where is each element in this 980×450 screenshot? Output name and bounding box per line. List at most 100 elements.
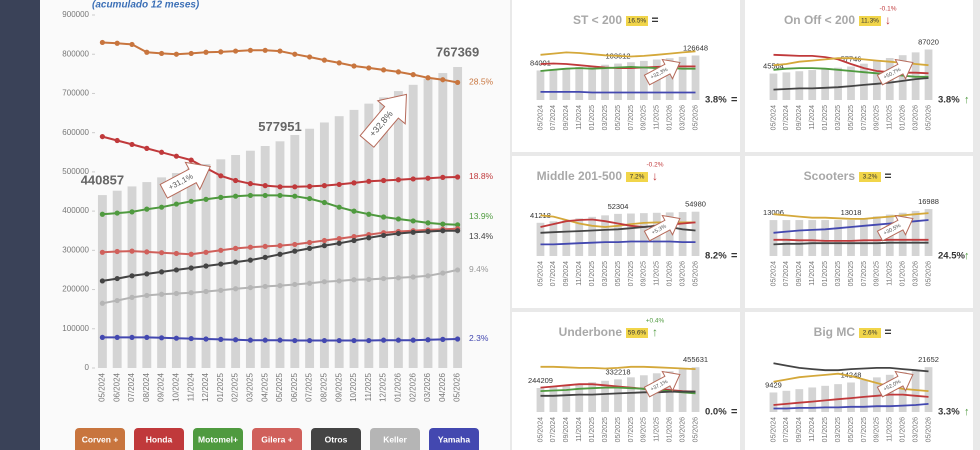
- bar-value-label: 52304: [608, 202, 629, 211]
- y-tick-label: 200000: [62, 285, 89, 294]
- x-tick-label: 05/2025: [848, 105, 855, 130]
- legend-label: Corven +: [82, 434, 119, 444]
- x-tick-label: 11/2024: [576, 261, 583, 286]
- share-badge: [859, 172, 881, 182]
- data-point: [247, 192, 253, 199]
- legend-button[interactable]: [193, 428, 243, 450]
- data-point: [188, 335, 194, 342]
- share-trend: =: [651, 13, 658, 27]
- data-point: [381, 232, 387, 239]
- bar: [678, 212, 687, 256]
- bar-value-label: 21652: [918, 355, 939, 364]
- x-tick-label: 09/2024: [796, 417, 803, 442]
- x-tick-label: 07/2024: [783, 417, 790, 442]
- share-change: +0.4%: [646, 318, 665, 325]
- end-label: 3.8%: [938, 95, 960, 106]
- data-point: [277, 192, 283, 199]
- data-point: [233, 48, 239, 54]
- bar-value-label: 54980: [685, 200, 706, 209]
- x-tick-label: 04/2026: [438, 372, 447, 401]
- bar: [627, 62, 635, 100]
- data-point: [203, 336, 209, 342]
- bar: [614, 379, 622, 412]
- share-badge: [626, 328, 648, 338]
- data-point: [173, 51, 179, 57]
- x-tick-label: 03/2025: [246, 372, 255, 401]
- growth-annotation: +30,5%: [876, 214, 914, 242]
- bar: [627, 377, 635, 412]
- data-point: [351, 237, 357, 244]
- data-point: [233, 286, 239, 292]
- share-badge: [626, 16, 648, 26]
- data-point: [129, 248, 135, 254]
- data-point: [262, 337, 268, 343]
- x-tick-label: 07/2024: [550, 261, 557, 286]
- end-trend: ↑: [964, 250, 970, 262]
- data-point: [129, 334, 135, 341]
- data-point: [203, 263, 209, 269]
- bar: [575, 67, 584, 100]
- bar: [924, 209, 933, 256]
- legend-button[interactable]: [75, 428, 125, 450]
- x-tick-label: 05/2024: [537, 417, 544, 442]
- series-line: [773, 372, 929, 392]
- growth-arrow: [876, 58, 914, 86]
- data-point: [129, 294, 135, 300]
- bar: [769, 73, 778, 100]
- data-point: [144, 271, 150, 277]
- end-label: 28.5%: [469, 77, 494, 87]
- data-point: [307, 183, 313, 190]
- x-tick-label: 11/2024: [809, 417, 816, 442]
- x-tick-label: 05/2024: [537, 105, 544, 130]
- growth-annotation: +32,8%: [359, 93, 407, 148]
- bar: [665, 212, 674, 256]
- panel-title: Middle 201-500: [537, 169, 623, 183]
- bar: [834, 384, 842, 412]
- data-point: [307, 280, 313, 286]
- legend-button[interactable]: [370, 428, 420, 450]
- bar: [872, 60, 881, 100]
- x-tick-label: 03/2025: [602, 261, 609, 286]
- data-point: [262, 192, 268, 199]
- legend-label: Otros: [325, 434, 348, 444]
- x-tick-label: 05/2026: [692, 261, 699, 286]
- bar: [911, 210, 920, 256]
- share-label: 16.5%: [628, 18, 647, 25]
- bar: [898, 372, 907, 412]
- data-point: [188, 50, 194, 57]
- x-tick-label: 05/2026: [925, 417, 932, 442]
- series-line: [773, 403, 929, 410]
- x-tick-label: 07/2024: [550, 105, 557, 130]
- x-tick-label: 11/2025: [654, 417, 661, 442]
- bar: [691, 55, 700, 100]
- bar: [821, 68, 830, 100]
- bar-value-label: 45564: [763, 62, 784, 71]
- data-point: [307, 239, 313, 246]
- bar: [872, 216, 881, 256]
- share-badge: [626, 172, 648, 182]
- y-tick-label: 600000: [62, 128, 89, 137]
- x-tick-label: 05/2025: [615, 105, 622, 130]
- legend-button[interactable]: [252, 428, 302, 450]
- y-tick-label: 800000: [62, 49, 89, 58]
- data-point: [247, 47, 253, 53]
- x-tick-label: 05/2024: [770, 417, 777, 442]
- data-point: [218, 49, 224, 55]
- bar: [834, 220, 842, 256]
- bar: [639, 60, 648, 100]
- data-point: [144, 292, 150, 299]
- bar: [601, 215, 609, 256]
- legend-button[interactable]: [134, 428, 184, 450]
- legend-button[interactable]: [429, 428, 479, 450]
- data-point: [440, 336, 446, 342]
- legend-button[interactable]: [311, 428, 361, 450]
- data-point: [292, 281, 298, 288]
- x-tick-label: 03/2026: [912, 417, 919, 442]
- end-label: 24.5%: [938, 251, 965, 262]
- data-point: [292, 337, 298, 344]
- x-tick-label: 11/2025: [887, 261, 894, 286]
- bar: [808, 70, 817, 100]
- data-point: [173, 201, 179, 207]
- data-point: [159, 149, 165, 155]
- x-tick-label: 09/2024: [796, 261, 803, 286]
